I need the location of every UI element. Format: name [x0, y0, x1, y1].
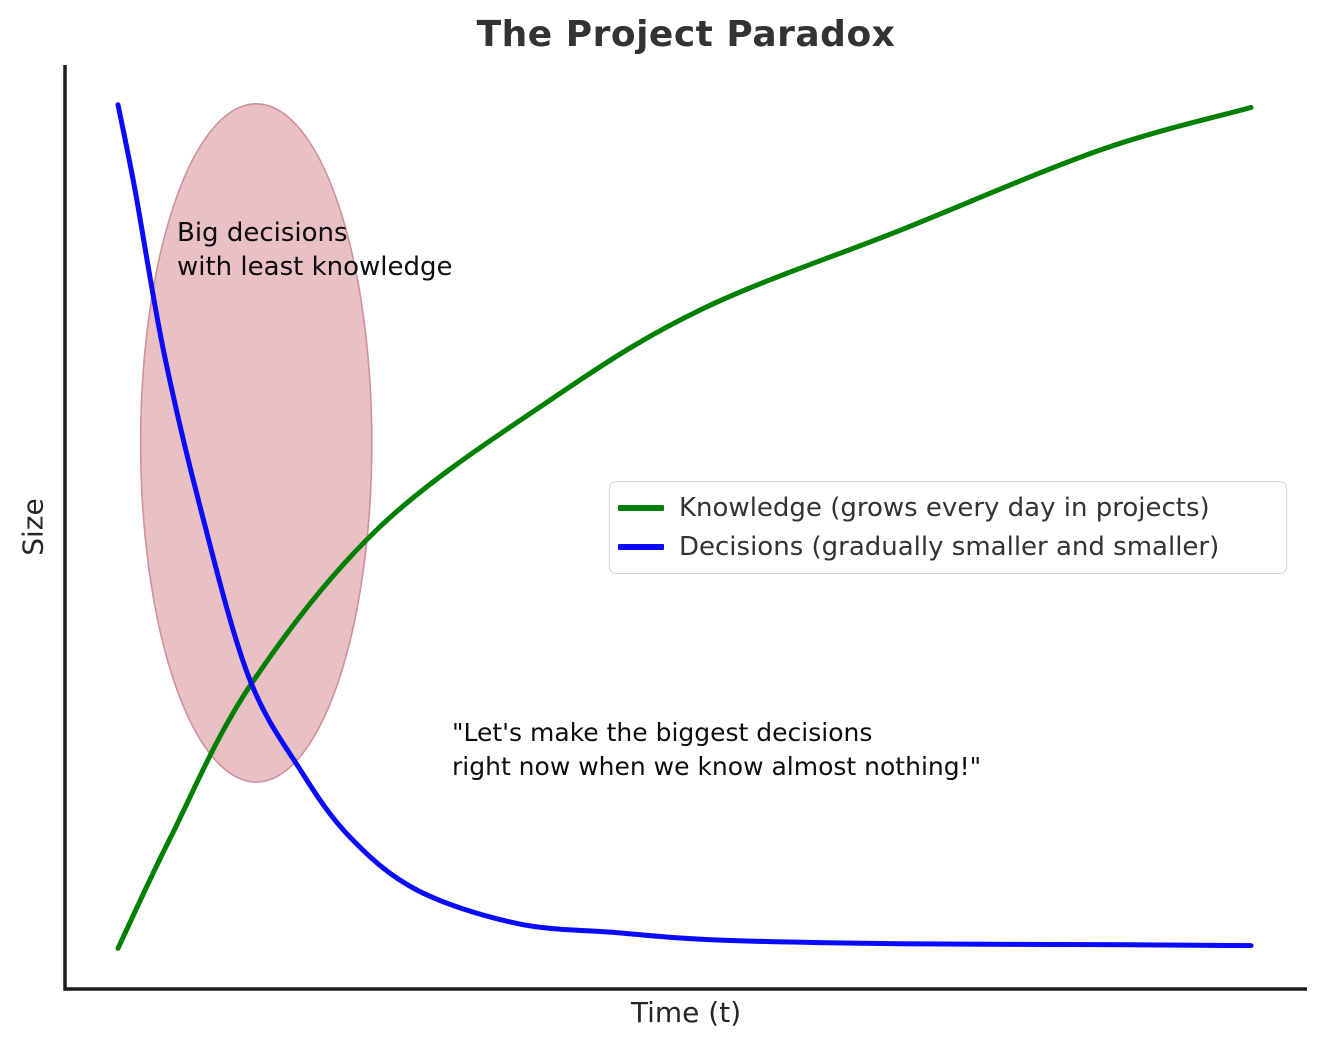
knowledge-curve: [115, 105, 1254, 951]
legend-entry-decisions: Decisions (gradually smaller and smaller…: [618, 532, 1272, 562]
decisions-curve: [115, 102, 1254, 949]
highlight-ellipse: [139, 103, 373, 783]
decisions-line-swatch: [618, 544, 664, 550]
knowledge-line-swatch: [618, 505, 664, 511]
legend: Knowledge (grows every day in projects) …: [609, 481, 1287, 574]
annotation-big-decisions: Big decisions with least knowledge: [177, 218, 453, 282]
chart-title: The Project Paradox: [476, 14, 896, 55]
annotation-quote: "Let's make the biggest decisions right …: [452, 718, 982, 781]
legend-label-knowledge: Knowledge (grows every day in projects): [679, 493, 1210, 523]
legend-label-decisions: Decisions (gradually smaller and smaller…: [679, 532, 1220, 562]
x-axis-label: Time (t): [630, 996, 742, 1029]
legend-entry-knowledge: Knowledge (grows every day in projects): [618, 493, 1272, 523]
y-axis-label: Size: [16, 498, 50, 556]
axes-spines: [63, 65, 1307, 991]
